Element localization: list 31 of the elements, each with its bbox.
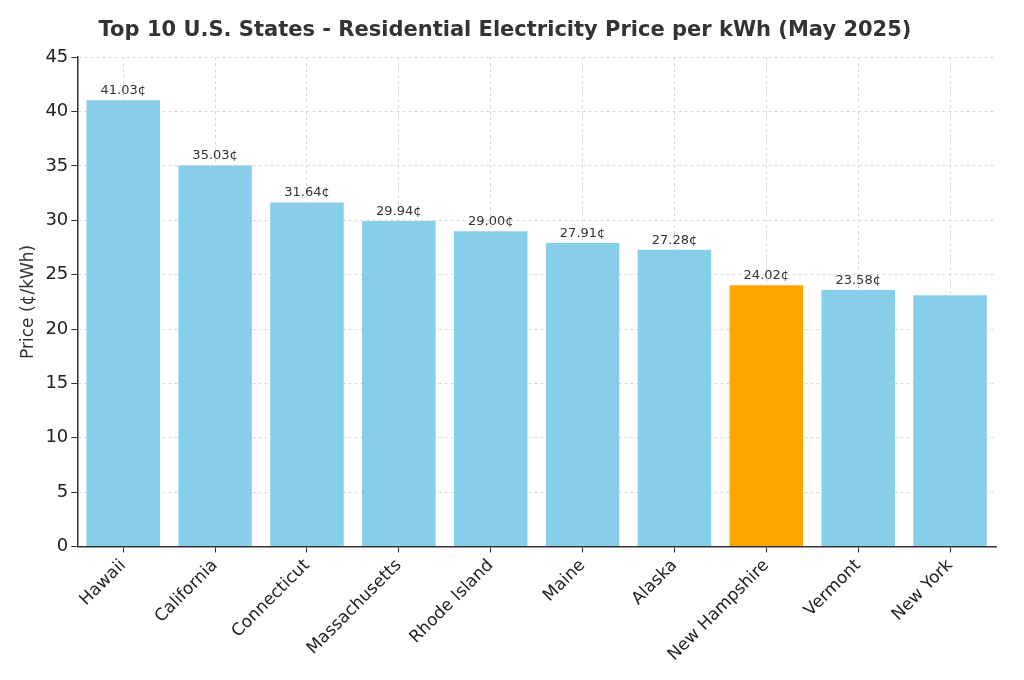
- data-label: 29.00¢: [467, 213, 514, 229]
- data-label: 23.58¢: [835, 271, 881, 287]
- y-tick-label: 30: [45, 207, 69, 229]
- y-axis-title: Price (¢/kWh): [16, 244, 37, 359]
- data-label: 24.02¢: [743, 267, 790, 283]
- y-tick-label: 45: [45, 44, 69, 66]
- data-label: 35.03¢: [192, 147, 238, 163]
- data-label: 27.28¢: [651, 231, 698, 247]
- y-tick-label: 15: [45, 371, 69, 393]
- bar: [637, 249, 712, 546]
- bar: [453, 231, 528, 546]
- y-tick-label: 40: [45, 99, 69, 121]
- bar: [545, 243, 620, 546]
- chart-title: Top 10 U.S. States - Residential Electricity Price per kWh (May 2025): [98, 17, 912, 42]
- y-tick-label: 5: [56, 479, 69, 501]
- bar: [913, 295, 987, 546]
- y-tick-label: 35: [45, 153, 69, 175]
- y-tick-label: 10: [45, 425, 69, 447]
- y-tick-label: 20: [45, 316, 69, 338]
- bar: [362, 220, 436, 546]
- y-tick-label: 25: [45, 262, 69, 284]
- bar: [821, 290, 895, 546]
- bar: [270, 202, 344, 546]
- data-label: 27.91¢: [559, 224, 606, 240]
- data-label: 41.03¢: [100, 82, 146, 98]
- data-label: 31.64¢: [284, 184, 330, 200]
- data-label: 29.94¢: [376, 202, 422, 218]
- bar: [729, 285, 804, 546]
- bar: [86, 100, 160, 546]
- bar: [178, 165, 252, 546]
- y-tick-label: 0: [56, 534, 69, 556]
